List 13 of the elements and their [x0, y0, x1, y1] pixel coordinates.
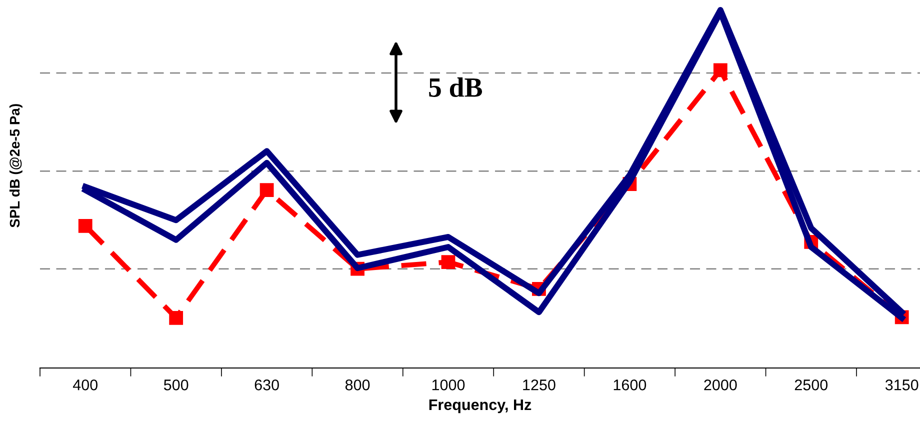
- x-tick-label: 630: [254, 380, 279, 390]
- y-axis-title: SPL dB (@2e-5 Pa): [9, 104, 22, 228]
- x-tick-label: 2500: [794, 380, 828, 390]
- x-tick-label: 800: [345, 380, 370, 390]
- x-tick-label: 500: [164, 380, 188, 390]
- annotation: 5 dB: [429, 77, 482, 97]
- x-tick-label: 2000: [704, 380, 737, 390]
- x-tick-label: 3150: [885, 380, 918, 390]
- x-axis-title: Frequency, Hz: [429, 399, 532, 414]
- x-tick-label: 1600: [614, 380, 646, 390]
- x-tick-label: 1250: [523, 380, 556, 390]
- x-tick-label: 1000: [432, 380, 465, 390]
- x-tick-label: 400: [72, 380, 98, 390]
